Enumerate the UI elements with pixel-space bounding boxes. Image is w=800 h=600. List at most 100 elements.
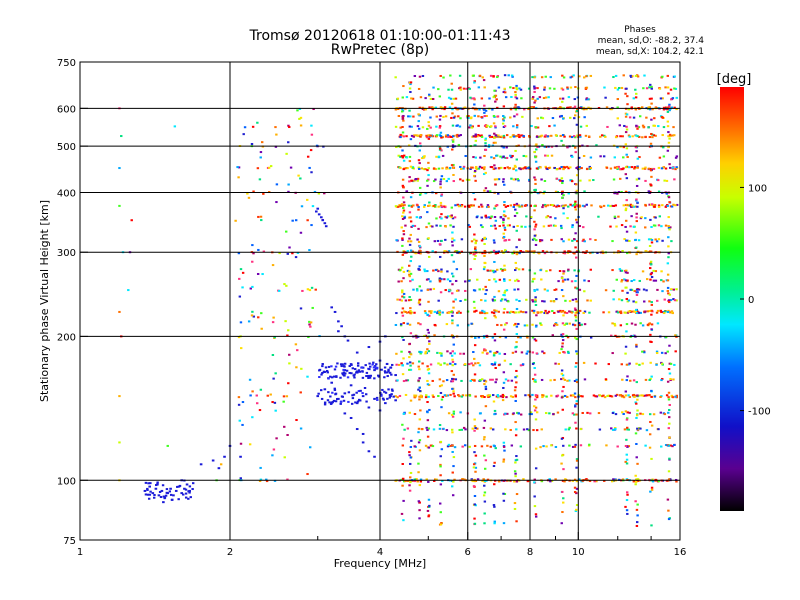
- data-point: [638, 156, 641, 159]
- data-point: [473, 517, 476, 520]
- data-point: [262, 250, 266, 253]
- data-point: [435, 224, 438, 227]
- data-point: [549, 203, 553, 206]
- data-point: [645, 278, 649, 281]
- data-point: [573, 307, 577, 310]
- data-point: [535, 148, 538, 151]
- data-point: [310, 133, 314, 136]
- data-point: [555, 323, 559, 326]
- data-point: [397, 114, 401, 117]
- data-point: [595, 144, 598, 147]
- data-point: [514, 394, 517, 397]
- data-point: [144, 481, 148, 484]
- data-point: [343, 362, 347, 365]
- data-point: [459, 88, 462, 91]
- data-point: [585, 250, 588, 253]
- data-point: [426, 179, 429, 182]
- data-point: [527, 166, 530, 169]
- data-point: [570, 154, 573, 157]
- data-point: [237, 396, 241, 399]
- data-point: [575, 204, 579, 207]
- data-point: [421, 428, 424, 431]
- data-point: [524, 225, 527, 228]
- data-point: [323, 403, 327, 406]
- data-point: [424, 334, 428, 337]
- data-point: [673, 134, 676, 137]
- data-point: [495, 98, 498, 101]
- data-point: [664, 167, 668, 170]
- data-point: [649, 273, 653, 276]
- data-point: [565, 165, 569, 168]
- data-point: [507, 74, 510, 77]
- data-point: [507, 167, 511, 170]
- data-point: [666, 86, 670, 89]
- data-point: [408, 484, 411, 487]
- data-point: [472, 74, 475, 77]
- data-point: [573, 478, 577, 481]
- data-point: [424, 444, 428, 447]
- data-point: [575, 480, 579, 483]
- data-point: [675, 396, 678, 399]
- data-point: [584, 86, 588, 89]
- data-point: [118, 441, 121, 444]
- data-point: [675, 155, 679, 158]
- data-point: [419, 480, 423, 483]
- data-point: [431, 394, 435, 397]
- data-point: [512, 168, 515, 171]
- data-point: [666, 108, 670, 111]
- data-point: [259, 215, 263, 218]
- data-point: [568, 379, 571, 382]
- data-point: [428, 135, 431, 138]
- data-point: [569, 394, 573, 397]
- data-point: [509, 86, 512, 89]
- data-point: [494, 361, 497, 364]
- data-point: [488, 278, 491, 281]
- data-point: [572, 251, 575, 254]
- data-point: [575, 167, 578, 170]
- data-point: [306, 375, 309, 378]
- data-point: [615, 310, 618, 313]
- data-point: [499, 268, 503, 271]
- data-point: [502, 178, 505, 181]
- data-point: [398, 205, 401, 208]
- data-point: [447, 250, 451, 253]
- data-point: [494, 126, 497, 129]
- data-point: [624, 209, 628, 212]
- data-point: [433, 334, 436, 337]
- data-point: [574, 232, 577, 235]
- data-point: [574, 314, 577, 317]
- data-point: [383, 366, 387, 369]
- data-point: [582, 312, 585, 315]
- data-point: [667, 444, 670, 447]
- data-point: [660, 225, 663, 228]
- data-point: [394, 399, 397, 402]
- data-point: [144, 493, 148, 496]
- data-point: [409, 309, 412, 312]
- data-point: [477, 362, 480, 365]
- data-point: [474, 241, 478, 244]
- data-point: [450, 272, 454, 275]
- data-point: [498, 352, 501, 355]
- data-point: [384, 371, 387, 374]
- data-point: [626, 95, 629, 98]
- data-point: [494, 252, 498, 255]
- data-point: [364, 364, 367, 367]
- data-point: [484, 385, 488, 388]
- data-point: [566, 86, 569, 89]
- data-point: [564, 428, 567, 431]
- data-point: [560, 139, 563, 142]
- data-point: [271, 354, 275, 357]
- data-point: [423, 155, 426, 158]
- data-point: [579, 444, 583, 447]
- data-point: [429, 126, 432, 129]
- data-point: [419, 96, 423, 99]
- data-point: [660, 279, 663, 282]
- data-point: [451, 494, 455, 497]
- data-point: [434, 168, 438, 171]
- data-point: [514, 311, 518, 314]
- data-point: [525, 215, 528, 218]
- data-point: [410, 134, 414, 137]
- data-point: [437, 395, 440, 398]
- data-point: [502, 492, 505, 495]
- data-point: [494, 125, 497, 128]
